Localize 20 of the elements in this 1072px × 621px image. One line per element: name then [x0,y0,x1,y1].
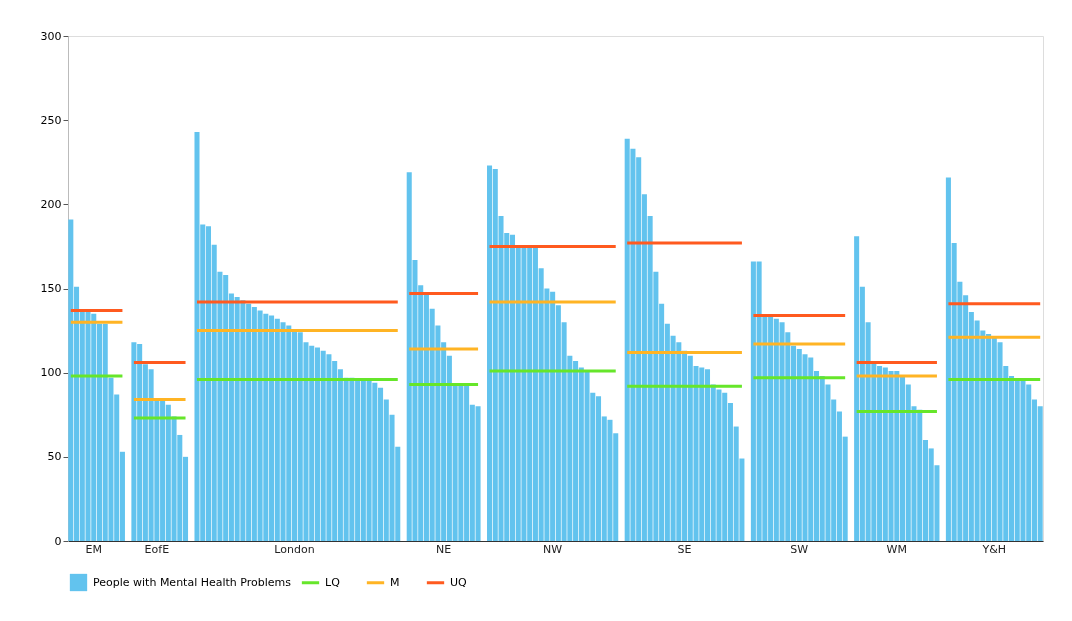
y-tick-label: 0 [54,534,62,548]
y-tick-label: 200 [40,197,62,211]
x-tick-label: EofE [144,542,170,556]
y-tick-label: 300 [40,29,62,43]
x-tick-label: Y&H [981,542,1007,556]
x-tick-label: London [274,542,315,556]
legend-label: M [390,575,400,589]
x-tick-label: EM [85,542,102,556]
legend-label: UQ [450,575,468,589]
x-tick-label: SW [790,542,809,556]
y-tick-label: 150 [40,282,62,295]
legend-label: People with Mental Health Problems [93,575,292,589]
y-tick-label: 50 [47,450,62,464]
legend-label: LQ [325,575,341,589]
x-tick-label: SE [677,542,692,556]
x-tick-label: NW [543,542,563,556]
x-tick-label: WM [886,542,907,556]
y-tick-label: 250 [40,113,62,127]
y-tick-label: 100 [40,366,62,380]
x-tick-label: NE [436,542,452,556]
